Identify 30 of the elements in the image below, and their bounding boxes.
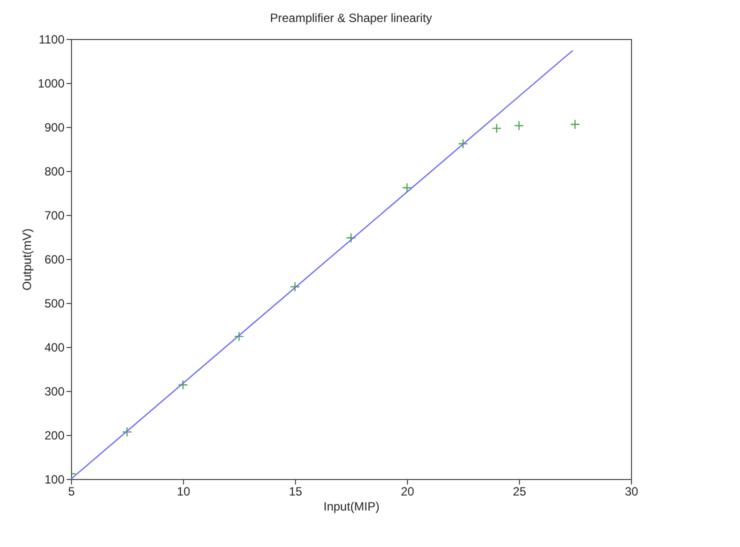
point: [290, 282, 300, 292]
y-tick-label: 1100: [38, 32, 65, 46]
chart-title: Preamplifier & Shaper linearity: [270, 11, 432, 25]
point: [346, 232, 356, 243]
y-tick-label: 100: [44, 472, 65, 486]
point: [570, 119, 580, 130]
x-tick-label: 5: [68, 484, 76, 498]
y-tick-label: 200: [44, 428, 65, 442]
point: [122, 426, 132, 437]
y-tick-label: 400: [44, 340, 65, 354]
y-tick-label: 1000: [38, 76, 65, 90]
point: [402, 182, 412, 193]
x-tick-label: 15: [288, 484, 302, 498]
x-tick-label: 10: [176, 484, 190, 498]
x-axis-title: Input(MIP): [323, 500, 380, 514]
x-tick-label: 25: [512, 484, 526, 498]
y-tick-label: 300: [44, 384, 65, 398]
y-tick-label: 900: [44, 120, 65, 134]
x-tick-label: 30: [624, 484, 638, 498]
y-tick-label: 700: [44, 208, 65, 222]
point: [492, 123, 502, 134]
y-tick-label: 500: [44, 296, 65, 310]
y-tick-label: 600: [44, 252, 65, 266]
point: [178, 380, 188, 390]
y-tick-label: 800: [44, 164, 65, 178]
point: [458, 138, 468, 149]
x-tick-label: 20: [400, 484, 414, 498]
point: [234, 331, 244, 342]
y-axis-title: Output(mV): [20, 228, 34, 291]
point: [514, 120, 524, 131]
